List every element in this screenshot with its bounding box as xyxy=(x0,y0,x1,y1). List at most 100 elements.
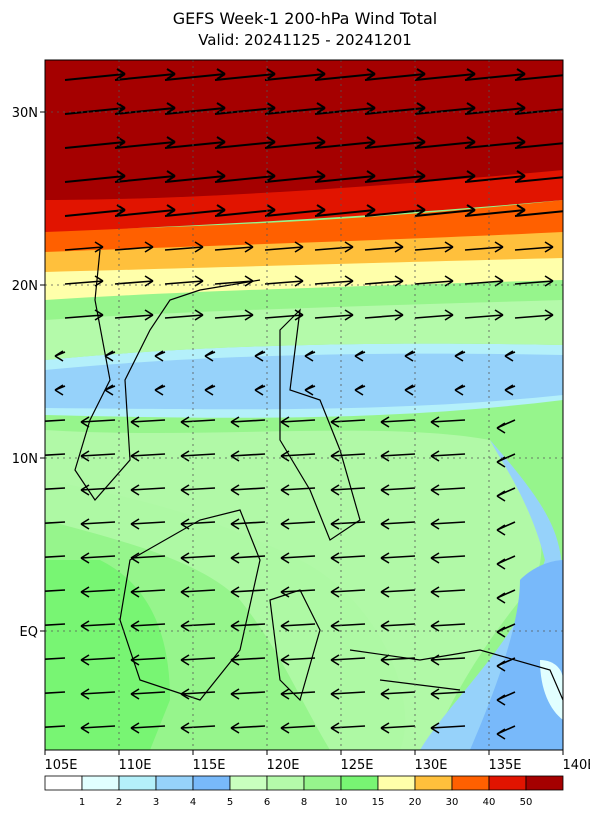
wind-arrow xyxy=(130,722,166,734)
wind-arrow xyxy=(180,654,216,666)
wind-arrow xyxy=(430,518,466,530)
colorbar-label: 40 xyxy=(483,797,496,808)
wind-arrow xyxy=(214,241,254,253)
colorbar: 1 2 3 4 5 6 8 10 15 20 30 40 50 xyxy=(44,775,564,808)
wind-arrow xyxy=(430,416,466,428)
wind-arrow xyxy=(114,170,176,183)
wind-arrow xyxy=(430,552,466,564)
subtitle: Valid: 20241125 - 20241201 xyxy=(198,31,412,49)
wind-arrow xyxy=(314,309,354,321)
wind-arrow xyxy=(154,384,166,396)
wind-arrow xyxy=(496,623,516,638)
wind-arrow xyxy=(504,350,516,362)
colorbar-label: 2 xyxy=(116,797,122,808)
wind-arrow xyxy=(380,450,416,462)
wind-arrow xyxy=(230,586,266,598)
wind-arrow xyxy=(264,170,326,183)
lon-label: 120E xyxy=(266,758,299,773)
wind-arrow xyxy=(514,142,563,149)
wind-arrow xyxy=(364,309,404,321)
wind-arrow xyxy=(354,384,366,396)
wind-arrow xyxy=(504,384,516,396)
colorbar-label: 50 xyxy=(520,797,533,808)
colorbar-box xyxy=(340,775,379,791)
wind-arrow xyxy=(230,416,266,428)
colorbar-label: 5 xyxy=(227,797,233,808)
wind-arrow xyxy=(454,384,466,396)
colorbar-box xyxy=(229,775,268,791)
wind-arrow xyxy=(80,518,116,530)
wind-arrow xyxy=(230,518,266,530)
wind-arrow xyxy=(130,484,166,496)
colorbar-box xyxy=(451,775,490,791)
colorbar-box xyxy=(266,775,305,791)
lon-label: 130E xyxy=(414,758,447,773)
wind-arrow xyxy=(45,657,66,660)
wind-arrow xyxy=(80,722,116,734)
wind-arrow xyxy=(330,620,366,632)
colorbar-box xyxy=(192,775,231,791)
wind-arrow xyxy=(214,170,276,183)
wind-arrow xyxy=(64,241,104,253)
wind-arrow xyxy=(380,484,416,496)
wind-arrow xyxy=(80,688,116,700)
wind-arrow xyxy=(454,350,466,362)
wind-arrow xyxy=(104,350,116,362)
colorbar-box xyxy=(44,775,83,791)
wind-arrow xyxy=(264,241,304,253)
wind-arrow xyxy=(330,722,366,734)
wind-arrow xyxy=(180,450,216,462)
wind-arrow xyxy=(464,136,526,149)
wind-arrow xyxy=(514,210,563,217)
wind-arrow xyxy=(414,170,476,183)
wind-arrow xyxy=(496,487,516,502)
wind-arrow xyxy=(114,68,176,81)
wind-arrow xyxy=(464,102,526,115)
wind-arrow xyxy=(496,453,516,468)
wind-arrow xyxy=(414,241,454,253)
wind-arrow xyxy=(130,416,166,428)
wind-arrow xyxy=(380,688,416,700)
wind-arrow xyxy=(214,136,276,149)
wind-arrow xyxy=(496,691,516,706)
wind-arrow xyxy=(414,204,476,217)
wind-arrow xyxy=(430,484,466,496)
wind-arrow xyxy=(380,416,416,428)
wind-arrow xyxy=(464,204,526,217)
wind-arrow xyxy=(314,241,354,253)
lat-label: 10N xyxy=(12,452,38,467)
wind-arrow xyxy=(380,518,416,530)
map-field xyxy=(45,60,563,750)
wind-arrow xyxy=(204,350,216,362)
colorbar-label: 20 xyxy=(409,797,422,808)
wind-arrow xyxy=(364,170,426,183)
colorbar-label: 15 xyxy=(372,797,385,808)
wind-arrow xyxy=(80,552,116,564)
title: GEFS Week-1 200-hPa Wind Total xyxy=(173,9,437,28)
wind-arrow xyxy=(364,136,426,149)
wind-arrow xyxy=(80,484,116,496)
lon-label: 140E xyxy=(562,758,590,773)
colorbar-label: 3 xyxy=(153,797,159,808)
wind-arrow xyxy=(496,725,516,740)
wind-arrow xyxy=(414,68,476,81)
wind-arrow xyxy=(130,586,166,598)
wind-arrow xyxy=(164,136,226,149)
wind-arrow xyxy=(230,722,266,734)
wind-arrow xyxy=(280,552,316,564)
wind-arrow xyxy=(130,688,166,700)
wind-arrow xyxy=(164,309,204,321)
wind-arrow xyxy=(514,309,554,321)
colorbar-label: 30 xyxy=(446,797,459,808)
colorbar-box xyxy=(155,775,194,791)
wind-arrow xyxy=(54,350,66,362)
wind-arrow xyxy=(314,68,376,81)
wind-arrow xyxy=(264,68,326,81)
wind-arrow xyxy=(254,350,266,362)
wind-arrow xyxy=(264,136,326,149)
wind-arrow xyxy=(180,552,216,564)
wind-arrow xyxy=(230,620,266,632)
colorbar-label: 1 xyxy=(79,797,85,808)
wind-arrow xyxy=(180,620,216,632)
wind-arrow xyxy=(414,136,476,149)
